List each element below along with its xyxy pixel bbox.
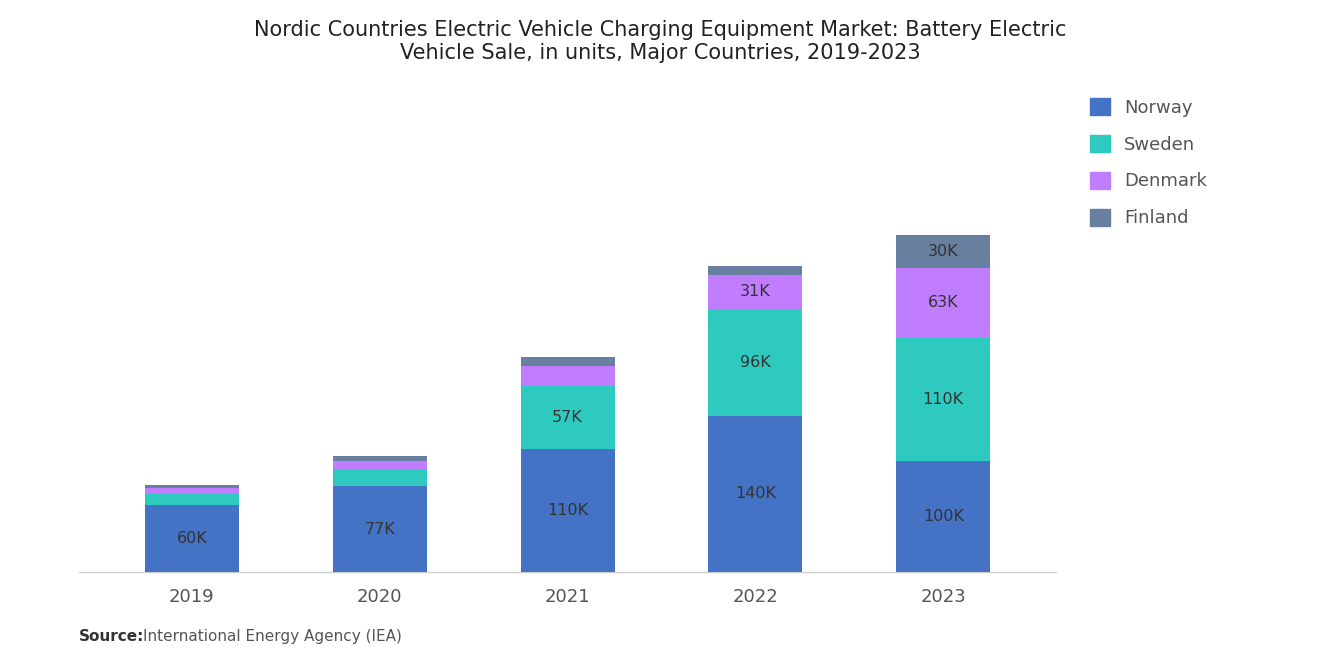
Bar <box>145 485 239 488</box>
Text: 30K: 30K <box>928 243 958 259</box>
Text: 100K: 100K <box>923 509 964 524</box>
Bar <box>896 268 990 338</box>
Text: International Energy Agency (IEA): International Energy Agency (IEA) <box>143 629 401 644</box>
Bar <box>520 450 615 572</box>
Text: 77K: 77K <box>364 521 395 537</box>
Bar <box>896 338 990 461</box>
Text: 110K: 110K <box>923 392 964 407</box>
Text: 31K: 31K <box>741 285 771 299</box>
Bar <box>709 275 803 309</box>
Text: 63K: 63K <box>928 295 958 311</box>
Text: Nordic Countries Electric Vehicle Charging Equipment Market: Battery Electric
Ve: Nordic Countries Electric Vehicle Chargi… <box>253 20 1067 63</box>
Bar <box>145 488 239 494</box>
Bar <box>896 461 990 572</box>
Legend: Norway, Sweden, Denmark, Finland: Norway, Sweden, Denmark, Finland <box>1085 92 1213 233</box>
Bar <box>896 235 990 268</box>
Bar <box>520 366 615 386</box>
Bar <box>709 416 803 572</box>
Bar <box>709 266 803 275</box>
Bar <box>709 309 803 416</box>
Bar <box>333 469 426 486</box>
Text: 60K: 60K <box>177 531 207 546</box>
Bar <box>145 494 239 505</box>
Bar <box>145 505 239 572</box>
Bar <box>333 461 426 469</box>
Text: 140K: 140K <box>735 487 776 501</box>
Bar <box>520 386 615 450</box>
Text: 57K: 57K <box>552 410 583 425</box>
Bar <box>520 357 615 366</box>
Text: 96K: 96K <box>741 355 771 370</box>
Text: 110K: 110K <box>546 503 589 518</box>
Text: Source:: Source: <box>79 629 145 644</box>
Bar <box>333 486 426 572</box>
Bar <box>333 456 426 461</box>
